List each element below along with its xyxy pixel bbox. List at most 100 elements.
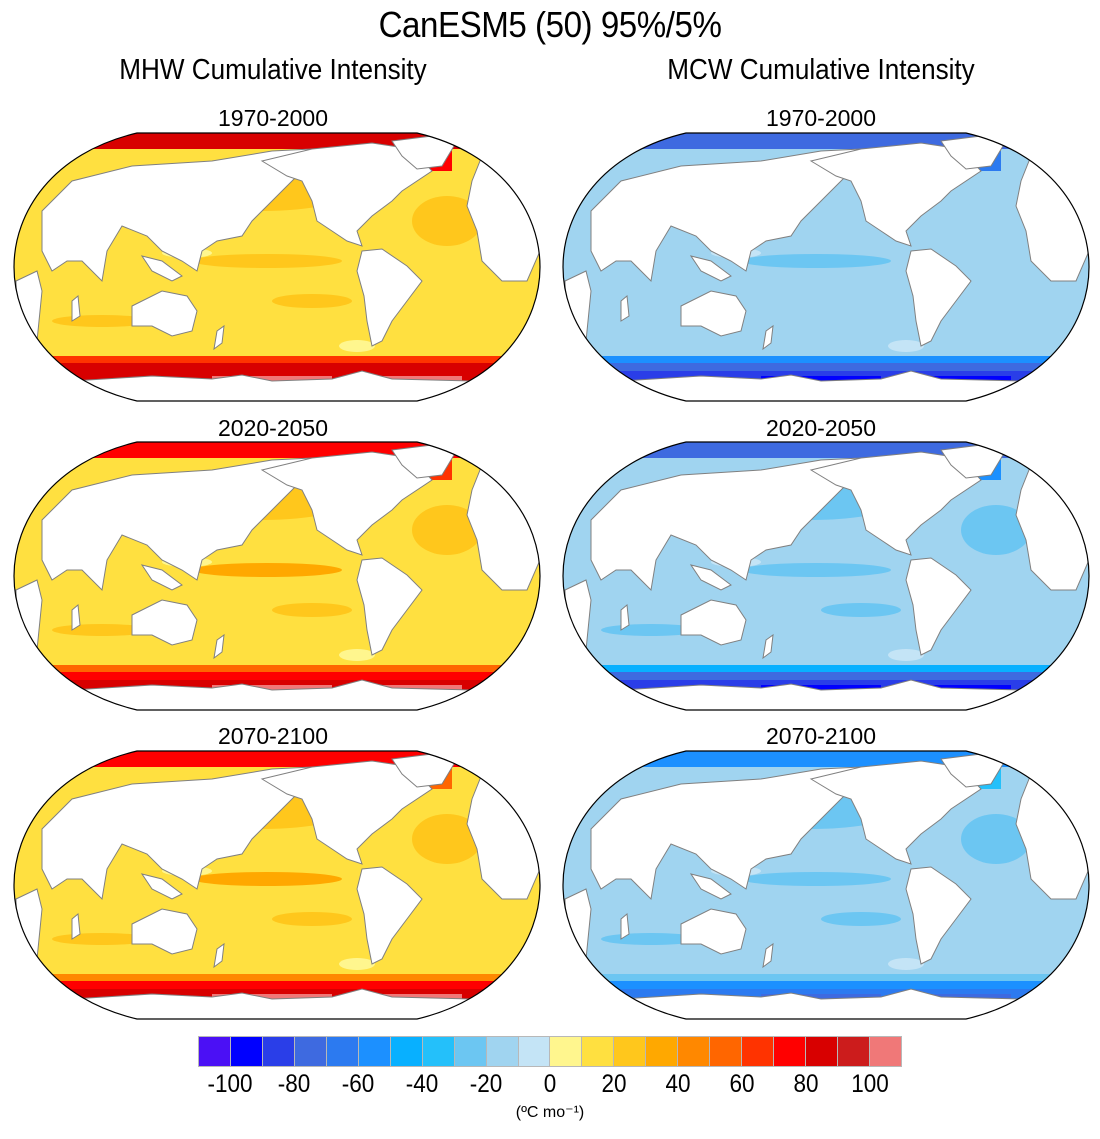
continent (41, 766, 323, 901)
panel-title-mcw-2: 2020-2050 (766, 415, 876, 441)
anomaly-band (412, 196, 482, 246)
colorbar-tick-label: 20 (601, 1070, 627, 1098)
panel-title-mhw-2: 2020-2050 (218, 415, 328, 441)
colorbar-box (581, 1036, 614, 1067)
map-outline (13, 132, 541, 402)
continent (689, 255, 732, 282)
anomaly-band (821, 912, 901, 926)
continent (140, 564, 183, 591)
map-mhw-2020-2050 (13, 441, 541, 711)
polar-band (14, 363, 540, 373)
anomaly-band (888, 340, 924, 352)
continent (71, 604, 81, 631)
colorbar-box (389, 1036, 422, 1067)
polar-band (14, 672, 540, 682)
anomaly-band (192, 563, 342, 577)
map-outline (562, 750, 1090, 1020)
colorbar-box (869, 1036, 902, 1067)
continent (213, 324, 225, 351)
continent (356, 866, 423, 965)
colorbar-box (805, 1036, 838, 1067)
anomaly-band (192, 872, 342, 886)
panel-title-mhw-1: 1970-2000 (218, 105, 328, 131)
colorbar-tick-label: 60 (729, 1070, 755, 1098)
map-mhw-1970-2000 (13, 132, 541, 402)
colorbar-box (677, 1036, 710, 1067)
continent (905, 557, 972, 656)
colorbar-tick-label: 80 (793, 1070, 819, 1098)
continent (689, 873, 732, 900)
continent (131, 290, 198, 337)
anomaly-band (961, 505, 1031, 555)
colorbar-box (421, 1036, 454, 1067)
colorbar-box (261, 1036, 294, 1067)
colorbar-box (709, 1036, 742, 1067)
continent (680, 908, 747, 955)
anomaly-band (339, 649, 375, 661)
continent (41, 457, 323, 592)
continent (590, 457, 872, 592)
continent (140, 873, 183, 900)
polar-band (14, 981, 540, 991)
anomaly-band (412, 814, 482, 864)
continent (213, 633, 225, 660)
polar-band (563, 363, 1089, 373)
polar-band (14, 133, 540, 149)
continent (590, 148, 872, 283)
continent (590, 766, 872, 901)
continent (680, 290, 747, 337)
continent (680, 599, 747, 646)
anomaly-band (272, 603, 352, 617)
map-outline (13, 441, 541, 711)
anomaly-band (339, 958, 375, 970)
polar-band (14, 751, 540, 767)
colorbar-tick-label: -40 (405, 1070, 439, 1098)
continent (620, 295, 630, 322)
map-outline (562, 441, 1090, 711)
anomaly-band (741, 872, 891, 886)
continent (61, 679, 494, 710)
anomaly-band (741, 563, 891, 577)
colorbar-tick-label: -80 (277, 1070, 311, 1098)
continent (610, 988, 1043, 1019)
continent (131, 908, 198, 955)
colorbar-box (357, 1036, 390, 1067)
colorbar-box (645, 1036, 678, 1067)
colorbar-box (837, 1036, 870, 1067)
mhw-column-title: MHW Cumulative Intensity (119, 54, 427, 86)
anomaly-band (339, 340, 375, 352)
colorbar (198, 1036, 902, 1067)
map-mcw-2020-2050 (562, 441, 1090, 711)
continent (610, 679, 1043, 710)
continent (620, 913, 630, 940)
map-mhw-2070-2100 (13, 750, 541, 1020)
continent (762, 633, 774, 660)
colorbar-box (517, 1036, 550, 1067)
continent (762, 942, 774, 969)
colorbar-box (741, 1036, 774, 1067)
map-outline (562, 132, 1090, 402)
anomaly-band (272, 294, 352, 308)
colorbar-box (549, 1036, 582, 1067)
polar-band (563, 133, 1089, 149)
colorbar-box (229, 1036, 262, 1067)
anomaly-band (821, 603, 901, 617)
map-mcw-2070-2100 (562, 750, 1090, 1020)
anomaly-band (888, 649, 924, 661)
colorbar-tick-label: 40 (665, 1070, 691, 1098)
anomaly-band (272, 912, 352, 926)
colorbar-box (198, 1036, 230, 1067)
colorbar-tick-label: 0 (543, 1070, 557, 1098)
panel-title-mhw-3: 2070-2100 (218, 723, 328, 749)
continent (213, 942, 225, 969)
map-mcw-1970-2000 (562, 132, 1090, 402)
anomaly-band (961, 814, 1031, 864)
mcw-column-title: MCW Cumulative Intensity (667, 54, 975, 86)
continent (762, 324, 774, 351)
continent (131, 599, 198, 646)
continent (905, 866, 972, 965)
anomaly-band (741, 254, 891, 268)
figure-title: CanESM5 (50) 95%/5% (378, 4, 722, 45)
polar-band (563, 751, 1089, 767)
colorbar-tick-label: -20 (469, 1070, 503, 1098)
